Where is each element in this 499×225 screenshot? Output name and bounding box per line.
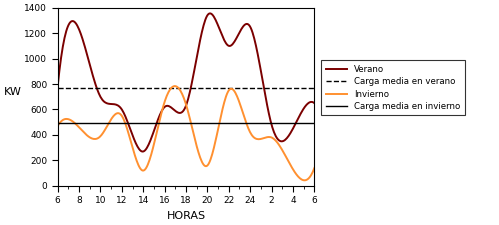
Carga media en invierno xyxy=(65,122,71,125)
Carga media en verano xyxy=(54,86,60,89)
Invierno xyxy=(288,165,294,168)
Invierno xyxy=(54,125,60,127)
Invierno xyxy=(311,167,317,169)
Verano xyxy=(273,135,279,137)
X-axis label: HORAS: HORAS xyxy=(167,211,206,221)
Invierno xyxy=(213,139,219,142)
Line: Invierno: Invierno xyxy=(57,86,314,180)
Verano xyxy=(140,150,146,153)
Verano xyxy=(54,85,60,88)
Verano xyxy=(209,13,215,16)
Invierno xyxy=(55,123,61,126)
Invierno xyxy=(302,179,308,182)
Verano xyxy=(55,77,61,80)
Verano xyxy=(214,20,220,23)
Verano xyxy=(207,12,213,15)
Line: Verano: Verano xyxy=(57,14,314,152)
Invierno xyxy=(209,156,215,158)
Verano xyxy=(209,12,215,15)
Verano xyxy=(289,129,295,132)
Invierno xyxy=(208,158,214,161)
Invierno xyxy=(272,138,278,141)
Invierno xyxy=(172,85,178,88)
Carga media en verano xyxy=(65,86,71,89)
Y-axis label: KW: KW xyxy=(4,87,22,97)
Legend: Verano, Carga media en verano, Invierno, Carga media en invierno: Verano, Carga media en verano, Invierno,… xyxy=(321,60,465,115)
Carga media en invierno xyxy=(54,122,60,125)
Verano xyxy=(311,102,317,104)
